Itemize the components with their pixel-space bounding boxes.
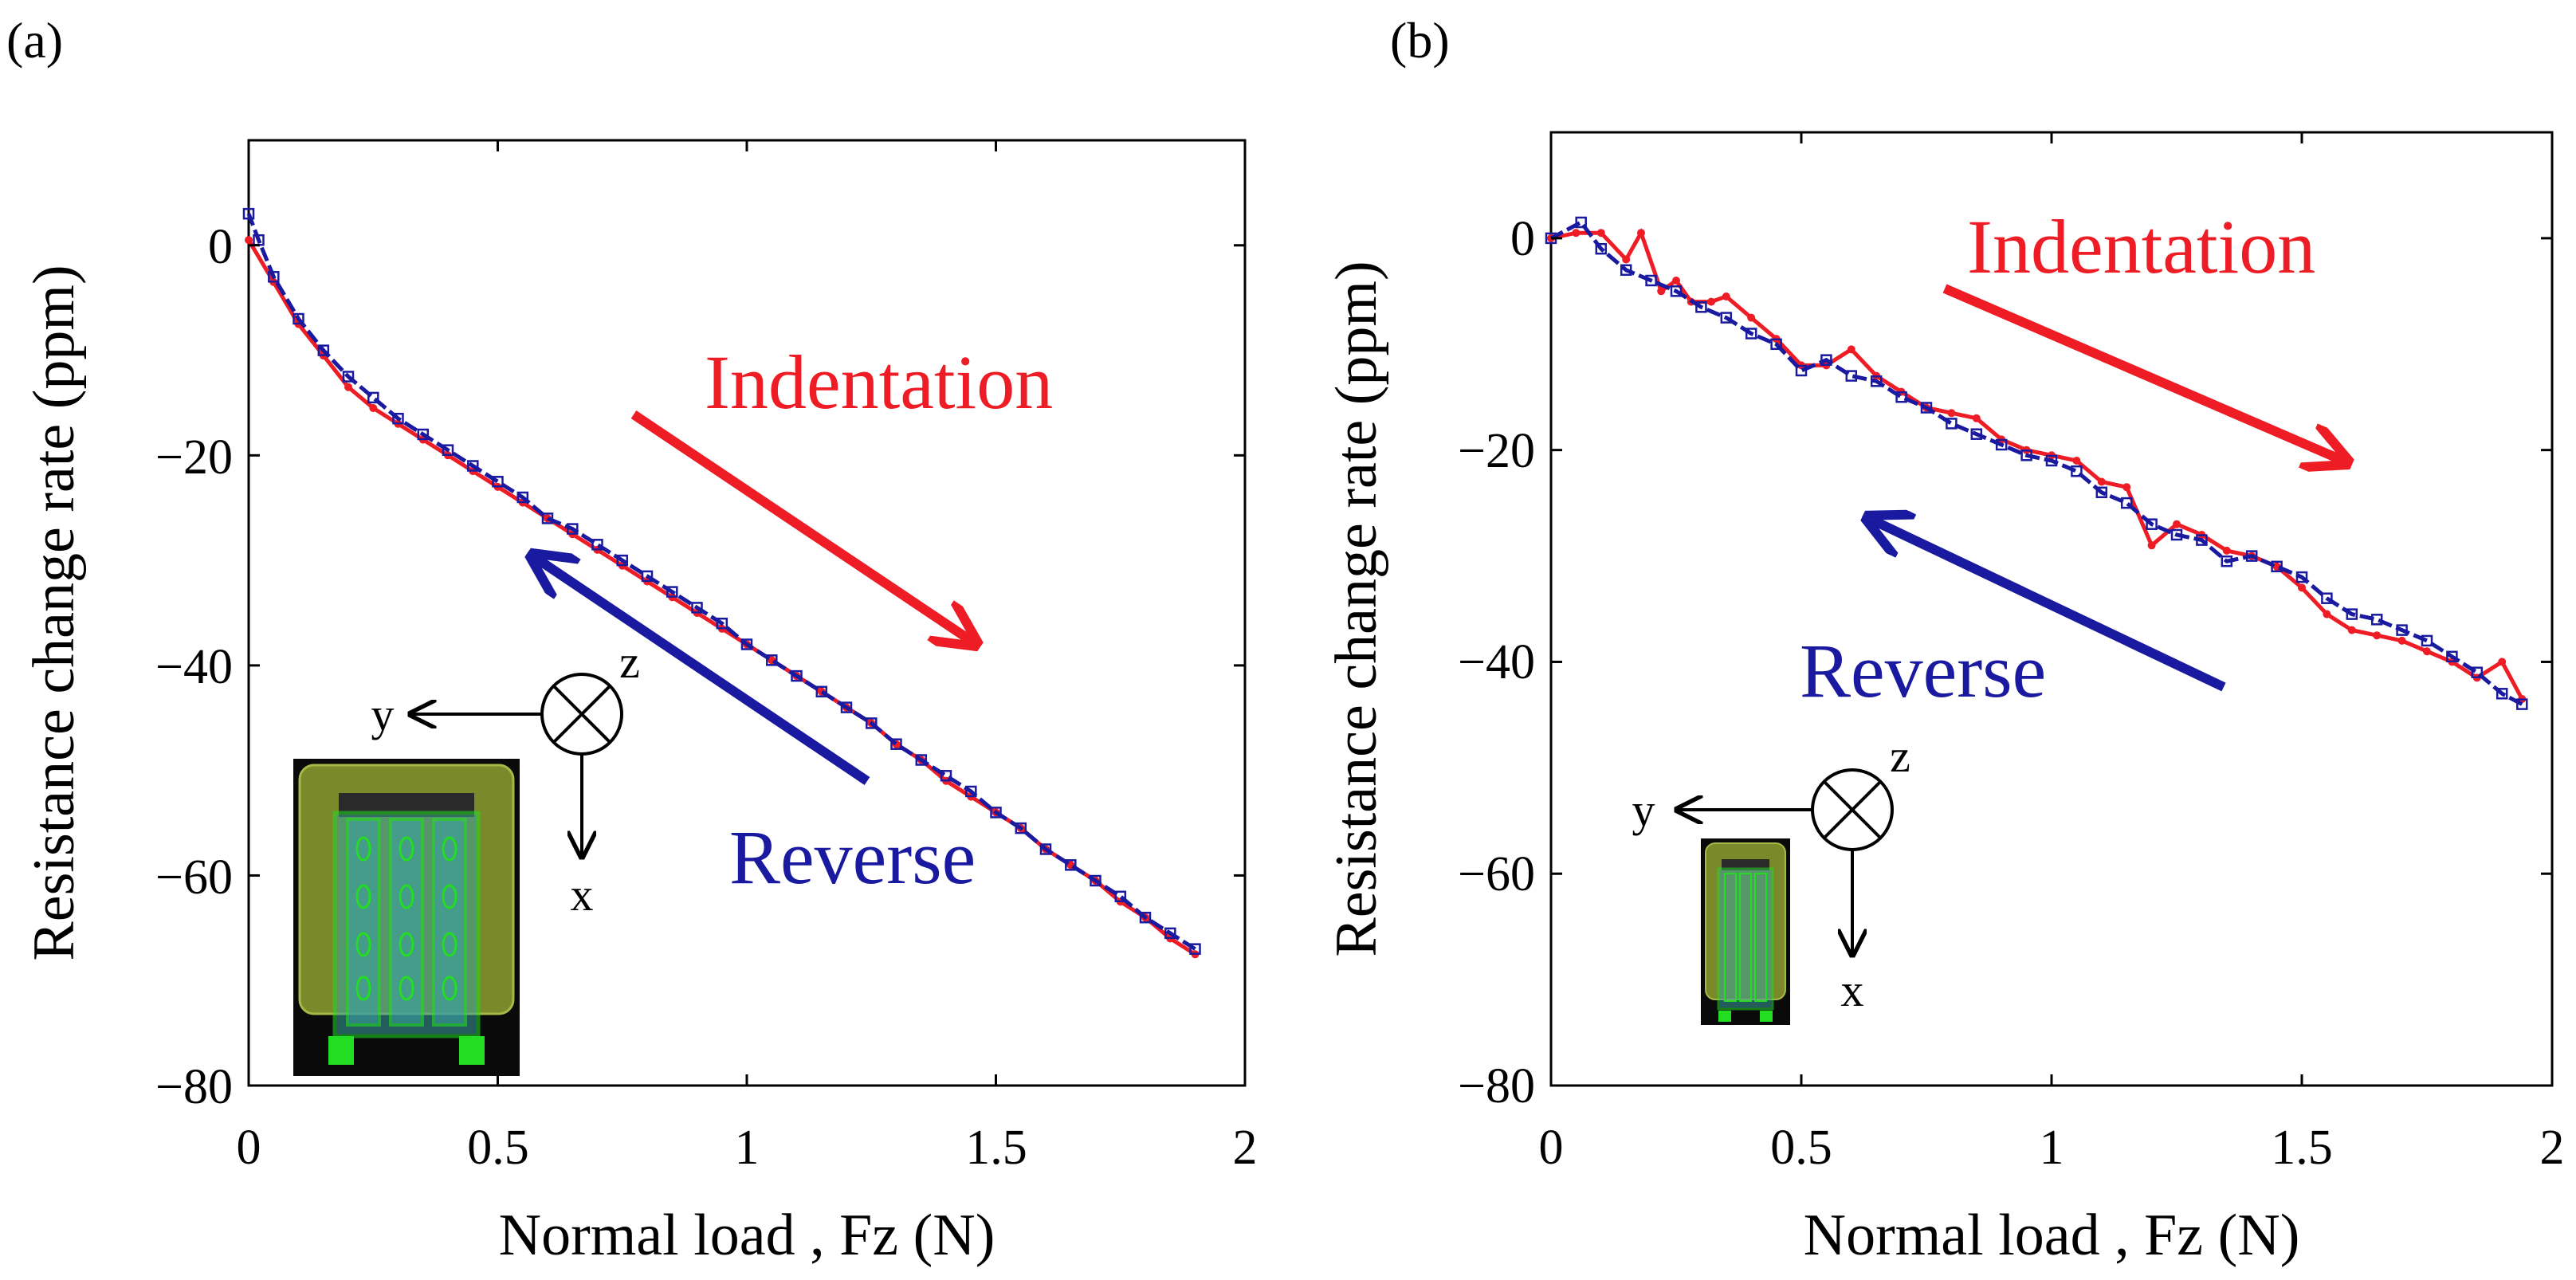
- panel-label: (b): [1390, 12, 1450, 69]
- data-point-indentation: [2148, 541, 2156, 549]
- data-point-indentation: [1707, 298, 1715, 306]
- data-point-indentation: [2398, 637, 2406, 645]
- y-tick-labels: 0 −20 −40 −60 −80: [155, 220, 233, 1114]
- x-tick-label: 2: [2540, 1121, 2565, 1175]
- data-point-indentation: [1597, 229, 1605, 237]
- reverse-label: Reverse: [1800, 628, 2046, 713]
- x-tick-label: 0: [237, 1121, 261, 1175]
- data-point-indentation: [2223, 547, 2231, 555]
- y-tick-labels: 0 −20 −40 −60 −80: [1458, 212, 1535, 1113]
- y-tick-label: −80: [1458, 1059, 1535, 1113]
- y-tick-label: −40: [155, 640, 233, 694]
- data-point-indentation: [1622, 256, 1630, 264]
- y-tick-label: 0: [1510, 212, 1535, 266]
- data-point-indentation: [2298, 583, 2306, 591]
- y-tick-label: −80: [155, 1060, 233, 1114]
- x-direction-label: x: [571, 869, 594, 921]
- data-point-indentation: [2122, 483, 2130, 491]
- data-point-indentation: [1637, 229, 1645, 237]
- y-tick-label: −40: [1458, 635, 1535, 689]
- data-point-indentation: [2072, 457, 2080, 465]
- data-point-indentation: [1973, 414, 1981, 422]
- y-axis-label: Resistance change rate (ppm): [1324, 261, 1389, 956]
- y-tick-label: −20: [1458, 424, 1535, 478]
- x-direction-label: x: [1841, 964, 1864, 1016]
- data-point-indentation: [2498, 658, 2506, 666]
- y-axis-label: Resistance change rate (ppm): [22, 265, 87, 960]
- x-tick-label: 1.5: [965, 1121, 1027, 1175]
- x-axis-label: Normal load , Fz (N): [499, 1203, 995, 1268]
- data-point-indentation: [245, 236, 253, 244]
- x-tick-label: 0.5: [1770, 1121, 1832, 1175]
- x-tick-label: 0: [1539, 1121, 1564, 1175]
- y-direction-label: y: [1632, 784, 1655, 836]
- data-point-indentation: [1722, 293, 1730, 300]
- data-point-indentation: [2373, 631, 2381, 639]
- sensor-chip-image: [1701, 838, 1790, 1025]
- indentation-arrow: [1945, 289, 2343, 461]
- x-axis-label: Normal load , Fz (N): [1804, 1203, 2300, 1268]
- sensor-chip-image: [293, 759, 520, 1076]
- data-point-indentation: [2348, 626, 2356, 634]
- x-tick-label: 1: [735, 1121, 760, 1175]
- data-point-indentation: [2323, 611, 2331, 618]
- panel-b: (b) 0 0.5 1 1.5 2 0 −20 −40 −60 −80 Norm…: [1324, 12, 2565, 1268]
- indentation-label: Indentation: [705, 340, 1053, 425]
- reverse-label: Reverse: [729, 815, 976, 900]
- data-point-indentation: [2173, 520, 2181, 528]
- data-point-indentation: [1747, 314, 1755, 322]
- data-point-indentation: [1572, 229, 1580, 237]
- panel-label: (a): [6, 12, 63, 69]
- x-tick-labels: 0 0.5 1 1.5 2: [237, 1121, 1258, 1175]
- data-point-indentation: [344, 383, 352, 391]
- z-direction-label: z: [1890, 730, 1910, 782]
- panel-a: (a) 0 0.5 1 1.5 2 0 −20 −40 −60 −80 Norm…: [6, 12, 1258, 1268]
- z-direction-label: z: [619, 636, 640, 688]
- y-tick-label: −60: [1458, 847, 1535, 901]
- figure: (a) 0 0.5 1 1.5 2 0 −20 −40 −60 −80 Norm…: [0, 0, 2576, 1280]
- data-point-indentation: [369, 404, 377, 412]
- indentation-arrow: [634, 414, 972, 642]
- y-tick-label: −20: [155, 430, 233, 485]
- data-point-indentation: [1657, 287, 1665, 295]
- y-tick-label: −60: [155, 850, 233, 905]
- indentation-label: Indentation: [1967, 204, 2315, 289]
- x-tick-labels: 0 0.5 1 1.5 2: [1539, 1121, 2565, 1175]
- y-direction-label: y: [371, 689, 395, 740]
- x-tick-label: 1.5: [2271, 1121, 2333, 1175]
- data-point-indentation: [1947, 409, 1955, 417]
- data-point-indentation: [1848, 345, 1855, 353]
- x-tick-label: 2: [1233, 1121, 1258, 1175]
- data-point-indentation: [1672, 277, 1680, 285]
- data-point-indentation: [2423, 647, 2431, 655]
- data-point-indentation: [2098, 478, 2106, 486]
- y-tick-label: 0: [208, 220, 233, 274]
- x-tick-label: 1: [2040, 1121, 2064, 1175]
- x-tick-label: 0.5: [467, 1121, 529, 1175]
